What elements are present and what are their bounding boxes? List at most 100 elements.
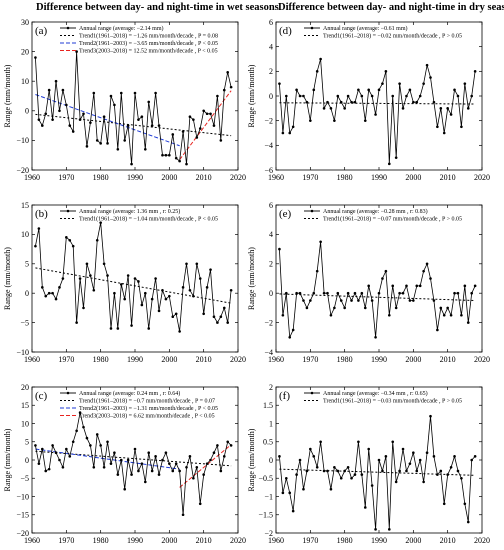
x-tick-label: 2010 [440, 173, 456, 182]
data-point [82, 112, 85, 116]
data-point [89, 274, 92, 277]
trend2-line [35, 94, 180, 147]
data-point [446, 473, 449, 476]
data-point [75, 321, 78, 324]
x-tick-label: 1960 [24, 173, 40, 182]
data-point [391, 94, 395, 98]
data-point [388, 528, 391, 531]
data-point [198, 277, 202, 280]
trend1-line [35, 267, 232, 304]
y-tick-label: 6 [269, 201, 273, 210]
x-tick-label: 2020 [230, 536, 246, 545]
y-tick-label: 6 [269, 18, 273, 27]
data-point [185, 262, 188, 266]
data-point [398, 469, 401, 473]
data-point [188, 455, 192, 458]
data-point [150, 124, 154, 127]
data-point [398, 82, 401, 85]
data-point [291, 125, 295, 129]
data-point [370, 94, 374, 98]
legend-entry: Trend3(2003–2018) = 6.62 mm/month/decade… [79, 413, 215, 420]
data-point [408, 462, 412, 465]
data-point [353, 100, 357, 104]
data-point [161, 153, 164, 157]
x-tick-label: 1960 [268, 355, 284, 364]
data-point [374, 336, 377, 339]
data-point [336, 94, 340, 98]
data-point [315, 466, 319, 469]
data-point [212, 451, 216, 455]
data-point [394, 306, 398, 310]
data-point [305, 100, 309, 104]
data-point [460, 476, 463, 480]
data-point [185, 466, 188, 469]
data-point [384, 455, 388, 458]
data-point [54, 451, 58, 455]
data-point [109, 462, 113, 465]
data-point [466, 321, 470, 324]
data-point [58, 286, 61, 289]
data-point [44, 294, 48, 298]
data-point [144, 480, 147, 484]
data-point [391, 440, 395, 444]
data-point [68, 124, 72, 127]
data-point [281, 491, 285, 495]
data-point [309, 119, 312, 122]
data-point [85, 436, 89, 440]
data-point [412, 299, 415, 302]
data-point [394, 480, 398, 484]
data-point [144, 291, 147, 295]
data-point [209, 112, 212, 116]
data-point [116, 473, 120, 476]
data-point [123, 487, 126, 491]
data-point [357, 88, 360, 92]
data-point [195, 466, 199, 469]
data-point [329, 313, 333, 317]
data-point [157, 309, 161, 313]
x-tick-label: 2020 [474, 355, 490, 364]
data-point [212, 124, 216, 127]
data-point [394, 156, 398, 159]
data-point [164, 451, 168, 455]
data-point [315, 70, 319, 73]
data-point [174, 462, 178, 465]
data-point [102, 115, 106, 119]
panel-a: 1960 1970 1980 1990 2000 2010 2020 −20 −10 0 10 20 3… [3, 18, 246, 182]
data-point [147, 451, 151, 455]
y-tick-label: 1.5 [263, 401, 273, 410]
data-point [126, 274, 130, 277]
y-tick-label: 1 [269, 419, 273, 428]
data-point [422, 269, 425, 273]
legend-marker [66, 26, 70, 30]
data-point [453, 455, 456, 458]
x-tick-label: 1960 [268, 536, 284, 545]
legend-entry: Annual range (average: 1.36 mm , r: 0.25… [79, 208, 180, 215]
legend-entry: Annual range (average: −0.61 mm) [323, 25, 408, 32]
y-tick-label: 10 [21, 230, 29, 239]
data-point [65, 447, 68, 451]
panel-label: (b) [35, 208, 48, 220]
data-point [195, 262, 199, 266]
data-point [326, 100, 329, 104]
data-point [305, 469, 309, 473]
data-point [401, 291, 405, 295]
data-point [147, 100, 151, 104]
data-point [302, 94, 305, 98]
legend-entry: Annual range (average: −2.14 mm) [79, 25, 164, 32]
data-point [456, 469, 460, 473]
data-point [415, 469, 419, 473]
data-point [102, 262, 106, 266]
data-point [309, 447, 312, 451]
data-point [222, 88, 226, 92]
data-point [319, 440, 322, 444]
panel-label: (f) [279, 390, 290, 402]
data-point [219, 469, 223, 473]
x-tick-label: 1990 [371, 173, 387, 182]
data-point [106, 440, 109, 444]
data-point [436, 473, 439, 476]
data-point [449, 466, 453, 469]
x-tick-label: 1960 [24, 355, 40, 364]
x-tick-label: 2000 [405, 173, 421, 182]
data-point [333, 119, 336, 122]
data-point [209, 458, 212, 462]
